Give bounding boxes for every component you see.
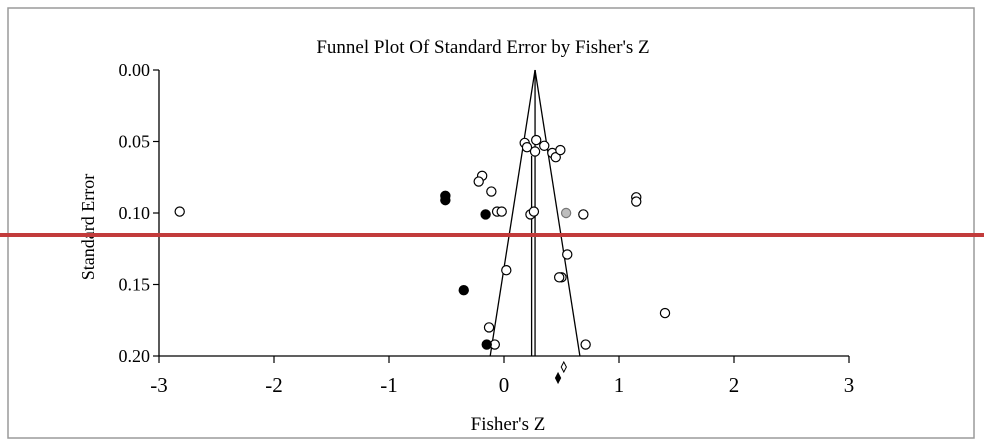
- observed-study-point: [496, 206, 507, 217]
- x-tick-label: 3: [844, 373, 855, 397]
- funnel-left-boundary: [489, 69, 536, 357]
- y-tick-label: 0.05: [119, 132, 151, 152]
- study-points: [174, 134, 671, 350]
- y-tick-label: 0.15: [119, 275, 151, 295]
- observed-study-point: [486, 186, 497, 197]
- observed-study-point: [174, 206, 185, 217]
- observed-study-point: [531, 134, 542, 146]
- observed-study-point: [562, 249, 573, 260]
- observed-study-point: [631, 196, 642, 207]
- observed-study-point: [555, 144, 566, 156]
- observed-study-point: [659, 307, 671, 319]
- x-tick-label: -1: [380, 373, 398, 397]
- summary-diamonds: [554, 360, 567, 385]
- observed-study-point: [580, 339, 591, 350]
- observed-study-point: [528, 206, 540, 217]
- y-tick-label: 0.00: [119, 60, 151, 80]
- y-tick-label: 0.20: [119, 346, 151, 366]
- observed-summary-diamond: [560, 360, 567, 374]
- observed-study-point: [501, 265, 512, 276]
- x-axis-label: Fisher's Z: [471, 414, 546, 435]
- axis-ticks: -3 -2 -1 0 1 2 3 0.00 0.05 0.10 0.15 0.20: [119, 60, 855, 397]
- highlighted-study-point: [560, 207, 572, 219]
- y-tick-label: 0.10: [119, 203, 151, 223]
- chart-title: Funnel Plot Of Standard Error by Fisher'…: [316, 37, 649, 58]
- observed-study-point: [529, 146, 541, 157]
- x-tick-label: 0: [499, 373, 510, 397]
- funnel-right-boundary: [534, 69, 581, 357]
- y-axis-label: Standard Error: [78, 174, 98, 280]
- figure-frame: [7, 7, 975, 439]
- observed-study-point: [521, 142, 533, 153]
- imputed-study-point: [440, 194, 451, 206]
- observed-study-point: [473, 176, 484, 187]
- imputed-study-point: [458, 285, 469, 296]
- observed-study-point: [578, 209, 589, 220]
- x-tick-label: 2: [729, 373, 740, 397]
- observed-study-point: [550, 152, 561, 163]
- x-tick-label: -3: [150, 373, 168, 397]
- observed-study-point: [554, 272, 565, 283]
- adjusted-summary-diamond: [554, 371, 562, 385]
- x-tick-label: 1: [614, 373, 625, 397]
- observed-study-point: [539, 140, 550, 151]
- imputed-study-point: [480, 209, 491, 220]
- x-tick-label: -2: [265, 373, 283, 397]
- observed-study-point: [483, 322, 495, 333]
- imputed-study-point: [481, 339, 492, 350]
